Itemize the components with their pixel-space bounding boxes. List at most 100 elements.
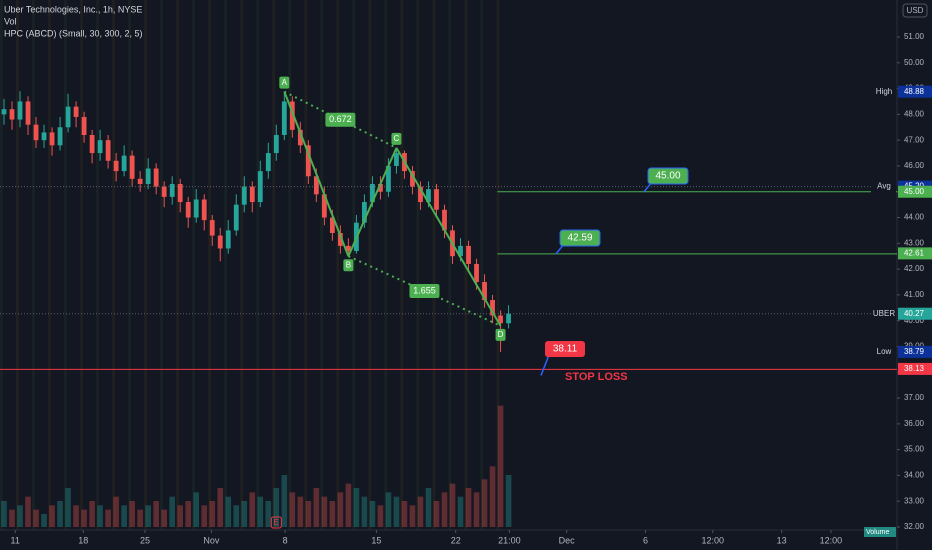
session-stripe bbox=[0, 0, 3, 530]
volume-bar bbox=[17, 505, 23, 527]
x-tick-label: 15 bbox=[371, 535, 381, 545]
y-tick-label: 40.00 bbox=[904, 316, 925, 325]
x-tick-label: 11 bbox=[11, 535, 20, 545]
volume-bar bbox=[497, 405, 504, 527]
session-stripe bbox=[160, 0, 163, 530]
volume-bar bbox=[481, 479, 488, 527]
candle-body bbox=[65, 106, 71, 128]
volume-bar bbox=[369, 501, 376, 527]
candle-body bbox=[177, 184, 183, 203]
session-stripe bbox=[288, 0, 292, 530]
volume-bar bbox=[169, 496, 175, 527]
level-label: 38.11 bbox=[553, 344, 578, 355]
volume-bar bbox=[417, 496, 424, 527]
session-stripe bbox=[80, 0, 83, 530]
session-stripe bbox=[416, 0, 420, 530]
candle-body bbox=[289, 101, 295, 130]
x-tick-label: 12:00 bbox=[820, 535, 843, 545]
session-stripe bbox=[16, 0, 19, 530]
volume-bar bbox=[305, 501, 312, 527]
candle-body bbox=[185, 202, 191, 218]
candle-body bbox=[362, 202, 367, 223]
candle-body bbox=[129, 155, 135, 179]
candle-body bbox=[209, 220, 215, 236]
indicator-label: Vol bbox=[4, 16, 17, 26]
session-stripe bbox=[432, 0, 436, 530]
volume-bar bbox=[233, 505, 240, 527]
volume-bar bbox=[65, 488, 71, 527]
earnings-marker bbox=[270, 516, 282, 529]
level-box bbox=[647, 167, 689, 185]
volume-bar bbox=[441, 492, 448, 527]
candle-body bbox=[345, 245, 351, 252]
session-stripe bbox=[400, 0, 404, 530]
volume-bar bbox=[217, 488, 224, 527]
pattern-point-box bbox=[279, 76, 290, 89]
ratio-box bbox=[325, 112, 356, 127]
candle-body bbox=[418, 186, 423, 203]
candle-body bbox=[321, 194, 327, 218]
currency-button[interactable] bbox=[902, 3, 928, 18]
session-stripe bbox=[32, 0, 35, 530]
axis-tag-name-box bbox=[871, 307, 896, 320]
volume-bar bbox=[505, 475, 512, 527]
pattern-point-box bbox=[391, 132, 402, 145]
candle-body bbox=[257, 171, 263, 203]
candle-body bbox=[434, 189, 439, 210]
volume-bar bbox=[257, 496, 264, 527]
candle-body bbox=[169, 184, 175, 197]
candle-body bbox=[305, 145, 311, 177]
volume-bar bbox=[449, 483, 456, 527]
session-stripe bbox=[272, 0, 276, 530]
candle-body bbox=[249, 186, 255, 203]
volume-bar bbox=[337, 492, 344, 527]
currency-label[interactable]: USD bbox=[907, 6, 924, 15]
axis-tag-name: UBER bbox=[873, 309, 895, 318]
volume-bar bbox=[49, 505, 55, 527]
candle-body bbox=[201, 199, 207, 221]
volume-bar bbox=[73, 505, 79, 527]
x-tick-label: 18 bbox=[78, 535, 88, 545]
volume-bar bbox=[393, 496, 400, 527]
pattern-point-box bbox=[343, 259, 354, 272]
volume-bar bbox=[201, 505, 208, 527]
volume-bar bbox=[345, 483, 352, 527]
volume-bar bbox=[209, 501, 216, 527]
volume-bar bbox=[489, 466, 496, 527]
volume-bar bbox=[297, 496, 304, 527]
label-pointer bbox=[540, 354, 550, 376]
x-tick-label: 8 bbox=[283, 535, 288, 545]
y-tick-label: 35.00 bbox=[904, 445, 925, 454]
session-stripe bbox=[448, 0, 452, 530]
volume-bar bbox=[265, 501, 272, 527]
axis-tag bbox=[898, 345, 932, 358]
pattern-leg bbox=[347, 147, 398, 257]
session-stripe bbox=[240, 0, 244, 530]
axis-tag bbox=[898, 185, 932, 198]
y-tick-label: 50.00 bbox=[904, 58, 925, 67]
volume-bar bbox=[465, 488, 472, 527]
candle-body bbox=[498, 315, 503, 324]
candle-body bbox=[81, 116, 87, 135]
session-stripe bbox=[480, 0, 484, 530]
volume-bar bbox=[97, 505, 103, 527]
volume-bar bbox=[377, 505, 384, 527]
y-tick-label: 51.00 bbox=[904, 32, 925, 41]
y-tick-label: 46.00 bbox=[904, 161, 925, 170]
candle-body bbox=[442, 209, 447, 231]
volume-bar bbox=[361, 496, 368, 527]
volume-bar bbox=[137, 509, 143, 527]
pattern-point-label: B bbox=[346, 260, 351, 269]
axis-tag bbox=[898, 362, 932, 375]
axis-tag bbox=[898, 247, 932, 260]
axis-tag-label: 45.00 bbox=[904, 187, 925, 196]
volume-bar bbox=[57, 501, 63, 527]
session-stripe bbox=[208, 0, 212, 530]
x-tick-label: Dec bbox=[559, 535, 576, 545]
pattern-leg bbox=[283, 91, 350, 257]
candle-body bbox=[161, 186, 167, 197]
candle-body bbox=[105, 140, 111, 161]
ratio-box bbox=[409, 284, 440, 299]
session-stripe bbox=[192, 0, 196, 530]
candle-body bbox=[193, 199, 199, 218]
